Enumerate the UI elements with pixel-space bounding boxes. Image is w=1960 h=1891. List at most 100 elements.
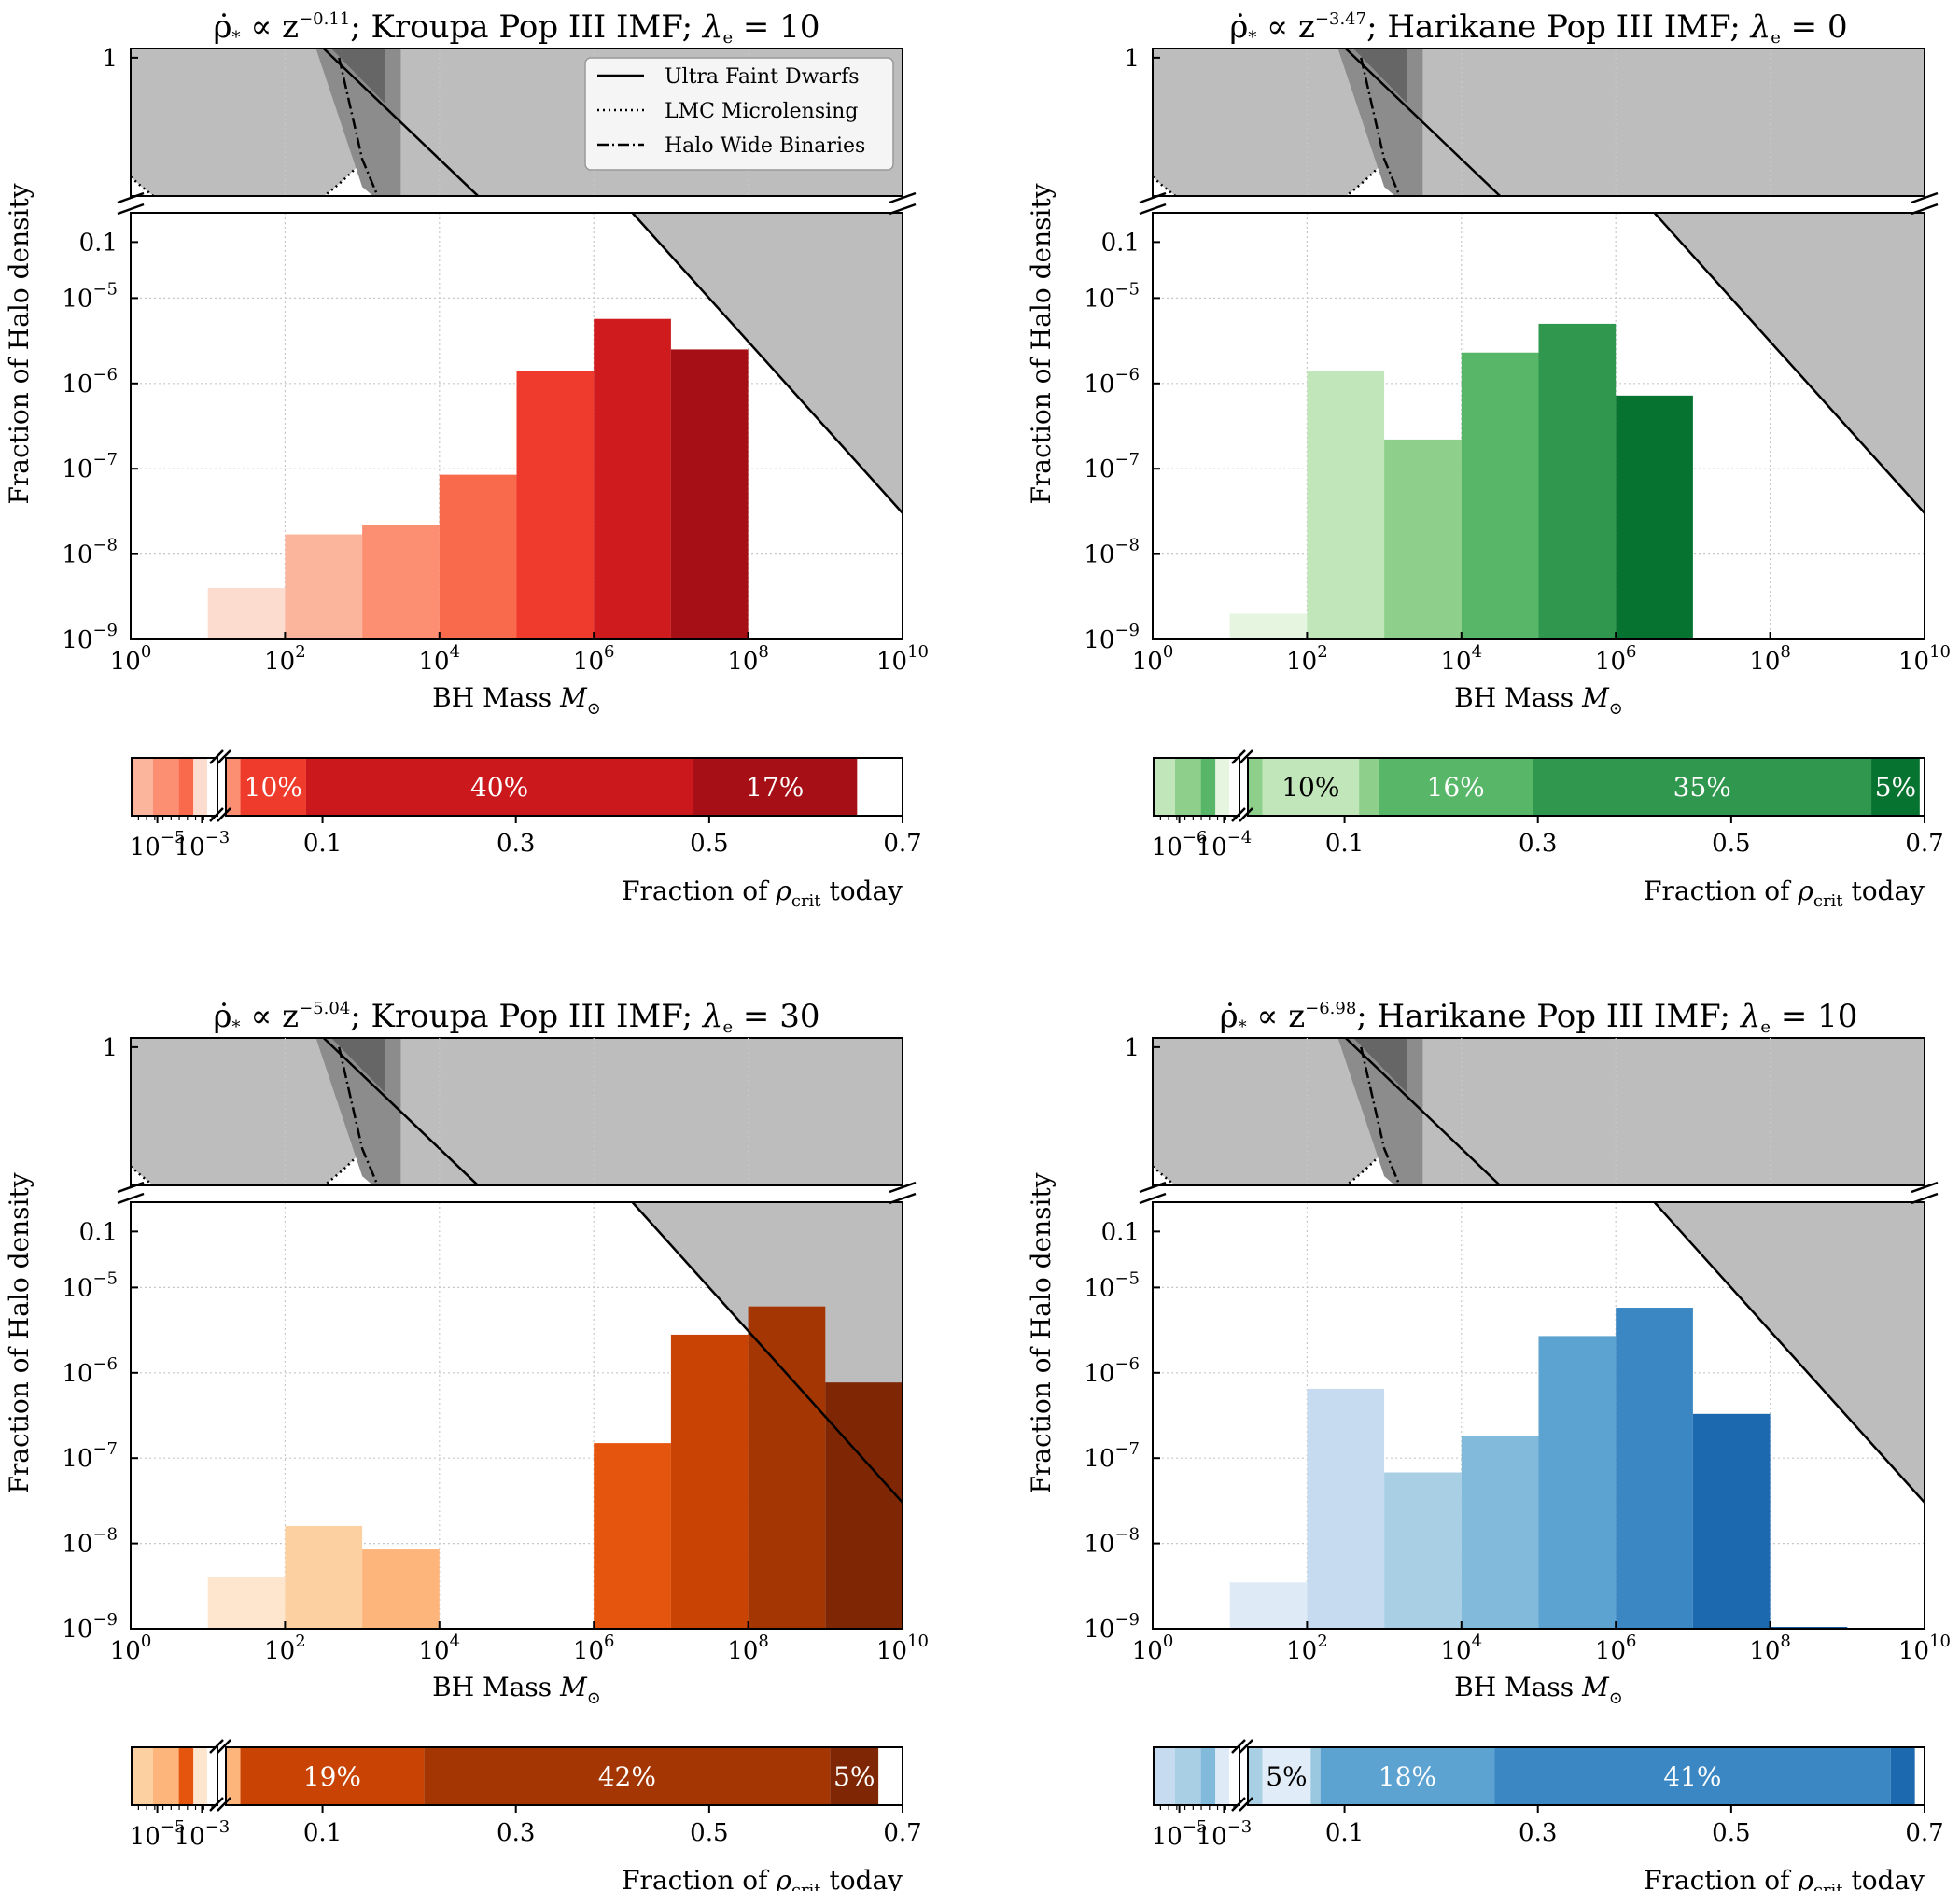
colorbar-log-segment — [1215, 1747, 1229, 1805]
colorbar-pct-label: 18% — [1379, 1761, 1436, 1792]
y-tick-label: 10−6 — [1084, 365, 1140, 399]
ufd-line — [322, 1038, 480, 1185]
y-tick-label: 10−5 — [1084, 1268, 1140, 1302]
wide-binaries-line — [338, 57, 380, 196]
colorbar-segment-0 — [1262, 758, 1360, 816]
colorbar: 19% 42% 5% 10−510−3 0.1 0.3 0.5 0.7 Fraction of … — [130, 1739, 922, 1891]
legend-label: Ultra Faint Dwarfs — [665, 65, 860, 89]
bar-1 — [1307, 371, 1385, 639]
axis-break-mark — [889, 1181, 917, 1194]
x-tick-label: 102 — [1286, 1632, 1328, 1665]
colorbar-pct-label: 10% — [245, 772, 302, 803]
colorbar-log-segment — [193, 758, 207, 816]
main-plot — [131, 1202, 903, 1629]
colorbar-lin-tick-label: 0.3 — [1519, 830, 1557, 858]
x-tick-label: 100 — [110, 1632, 152, 1665]
panel-bottom-left: ρ̇* ∝ z−5.04; Kroupa Pop III IMF; λe = 3… — [4, 998, 929, 1891]
x-tick-label: 102 — [264, 1632, 306, 1665]
colorbar-lin-tick-label: 0.5 — [1712, 1819, 1750, 1847]
y-tick-label: 10−7 — [62, 450, 118, 483]
colorbar-log-frame — [1153, 1746, 1240, 1806]
x-tick-label: 106 — [1595, 1632, 1637, 1665]
main-axes-frame — [130, 1201, 903, 1630]
colorbar: 5% 18% 41% 10−510−3 0.1 0.3 0.5 0.7 Fraction of … — [1152, 1739, 1944, 1891]
colorbar-segment-2 — [1378, 758, 1533, 816]
main-axes-frame — [130, 212, 903, 640]
colorbar-log-tick-label: 10−3 — [1197, 1817, 1253, 1851]
chart-title: ρ̇* ∝ z−0.11; Kroupa Pop III IMF; λe = 1… — [214, 8, 820, 48]
y-axis-label: Fraction of Halo density — [4, 183, 35, 504]
bar-5 — [594, 318, 671, 639]
colorbar-pct-label: 40% — [470, 772, 528, 803]
axis-break-mark — [117, 203, 145, 216]
y-tick-label: 10−8 — [1084, 536, 1140, 569]
x-tick-label: 104 — [1441, 642, 1483, 676]
wide-binaries-line — [1360, 57, 1402, 196]
colorbar-lin-frame — [1247, 757, 1925, 817]
ufd-line-main — [631, 1202, 903, 1504]
colorbar-pct-label: 5% — [1266, 1761, 1307, 1792]
panel-top-right: ρ̇* ∝ z−3.47; Harikane Pop III IMF; λe =… — [1026, 8, 1951, 911]
colorbar-log-segment — [1175, 758, 1201, 816]
x-tick-label: 104 — [419, 1632, 461, 1665]
ufd-region — [400, 1038, 903, 1185]
colorbar-break-mark — [217, 1797, 231, 1812]
x-axis-label: BH Mass M⊙ — [432, 682, 601, 719]
colorbar-log-tick-label: 10−4 — [1197, 828, 1253, 861]
x-tick-label: 1010 — [1898, 642, 1951, 676]
colorbar-log-frame — [131, 757, 218, 817]
x-tick-label: 108 — [727, 1632, 769, 1665]
x-tick-label: 108 — [727, 642, 769, 676]
axis-break-mark — [1139, 203, 1167, 216]
x-tick-label: 1010 — [876, 1632, 929, 1665]
bar-0 — [1229, 613, 1308, 639]
colorbar-log-segment — [193, 1747, 207, 1805]
colorbar-segment-1 — [305, 758, 693, 816]
y-axis-label: Fraction of Halo density — [1026, 1172, 1057, 1493]
legend-box — [584, 57, 894, 171]
colorbar-log-segment — [132, 758, 153, 816]
y-tick-label: 10−7 — [1084, 450, 1140, 483]
y-tick-label: 10−8 — [62, 1525, 118, 1559]
x-tick-label: 100 — [1132, 642, 1174, 676]
ufd-line-main — [1653, 1202, 1925, 1504]
colorbar-log-segment — [1175, 1747, 1201, 1805]
colorbar-lin-tick-label: 0.3 — [497, 1819, 535, 1847]
y-tick-label: 10−9 — [62, 621, 118, 654]
bar-4 — [670, 1334, 749, 1629]
colorbar-lin-tick-label: 0.3 — [1519, 1819, 1557, 1847]
colorbar-lin-tick-label: 0.1 — [1325, 830, 1364, 858]
bar-6 — [825, 1382, 903, 1629]
top-axes-frame — [1152, 1037, 1925, 1186]
colorbar-segment-3 — [1533, 758, 1872, 816]
axis-break-mark — [117, 1181, 145, 1194]
colorbar-small-segment — [226, 1747, 241, 1805]
colorbar-label: Fraction of ρcrit today — [622, 875, 903, 911]
colorbar-pct-label: 5% — [1875, 772, 1916, 803]
colorbar-lin-tick-label: 0.3 — [497, 830, 535, 858]
bar-1 — [285, 1525, 363, 1629]
y-tick-label: 10−5 — [1084, 279, 1140, 313]
chart-title: ρ̇* ∝ z−5.04; Kroupa Pop III IMF; λe = 3… — [214, 998, 820, 1037]
x-tick-label: 104 — [419, 642, 461, 676]
main-plot — [131, 213, 903, 639]
colorbar-small-segment — [1248, 758, 1263, 816]
bar-5 — [748, 1306, 826, 1629]
y-axis-label: Fraction of Halo density — [4, 1172, 35, 1493]
bar-4 — [1538, 1336, 1617, 1629]
y-tick-label: 10−6 — [62, 1354, 118, 1388]
x-tick-label: 104 — [1441, 1632, 1483, 1665]
bar-0 — [207, 587, 286, 639]
main-axes-frame — [1152, 212, 1925, 640]
bar-1 — [1307, 1388, 1385, 1629]
colorbar-log-tick-label: 10−5 — [130, 1817, 186, 1851]
y-tick-label: 0.1 — [79, 229, 118, 257]
colorbar-log-segment — [153, 1747, 179, 1805]
bar-6 — [670, 349, 749, 639]
colorbar-break-mark — [209, 1739, 224, 1754]
colorbar-lin-tick-label: 0.1 — [303, 1819, 342, 1847]
colorbar-segment-2 — [693, 758, 858, 816]
colorbar-segment-1 — [1359, 758, 1379, 816]
y-tick-label: 1 — [1124, 45, 1140, 73]
colorbar-lin-tick-label: 0.5 — [690, 830, 728, 858]
